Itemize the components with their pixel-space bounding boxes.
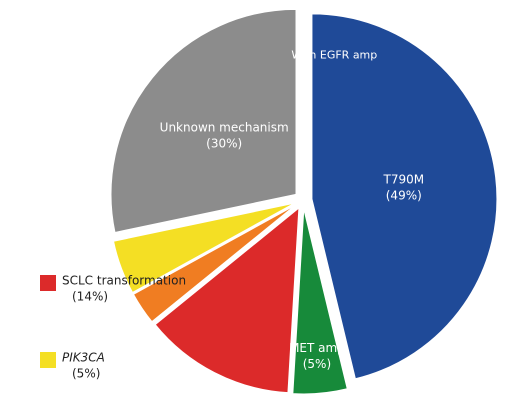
pie-slice (112, 202, 295, 294)
annotation: With EGFR amp (291, 48, 377, 61)
pie-slice (132, 204, 296, 323)
value-label: (5%) (72, 367, 100, 381)
value-label: (49%) (386, 188, 422, 202)
value-label: (5%) (303, 357, 331, 371)
pie-slice (154, 206, 300, 394)
pie-slice (311, 13, 498, 380)
legend-label: SCLC transformation (62, 274, 186, 288)
value-label: (30%) (206, 137, 242, 151)
pie-slice (110, 8, 297, 234)
pie-slice (292, 208, 348, 395)
legend-swatch (40, 352, 56, 368)
legend-swatch (40, 275, 56, 291)
value-label: (14%) (72, 290, 108, 304)
legend-label: PIK3CA (62, 351, 105, 365)
slice-label: Unknown mechanism (160, 121, 289, 135)
slice-label: T790M (382, 172, 424, 186)
slice-label: MET amp (289, 341, 345, 355)
